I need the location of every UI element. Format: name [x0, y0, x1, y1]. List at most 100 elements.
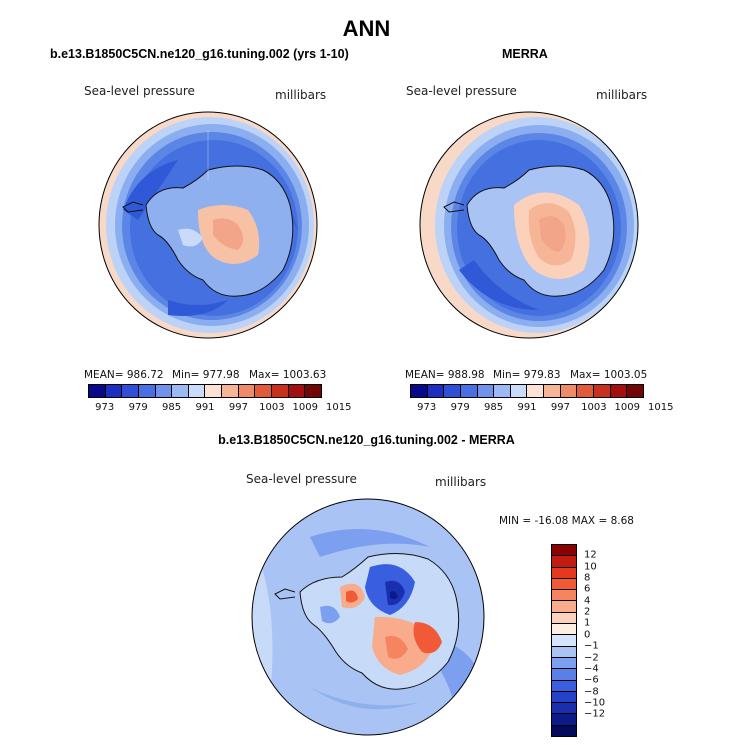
panel-3-minmax: MIN = -16.08 MAX = 8.68 — [499, 515, 634, 527]
panel-2-colorbar-ticks: 973 979 985 991 997 1003 1009 1015 — [410, 402, 673, 416]
colorbar-swatch — [510, 385, 528, 397]
colorbar-swatch — [255, 385, 273, 397]
colorbar-swatch — [138, 385, 156, 397]
colorbar-swatch — [155, 385, 173, 397]
colorbar-tick-label: 12 — [584, 549, 597, 561]
colorbar-tick-label: 985 — [162, 402, 182, 413]
colorbar-tick-label: 1 — [584, 617, 591, 629]
panel-2-title: MERRA — [502, 47, 548, 61]
colorbar-swatch — [552, 657, 576, 670]
colorbar-swatch — [105, 385, 123, 397]
panel-2-colorbar — [410, 384, 644, 398]
panel-1-map — [98, 111, 318, 339]
colorbar-swatch — [552, 646, 576, 658]
colorbar-swatch — [552, 703, 576, 715]
panel-2-units-label: millibars — [596, 88, 648, 102]
colorbar-swatch — [552, 624, 576, 636]
colorbar-swatch — [89, 385, 106, 397]
panel-2-min: Min= 979.83 — [493, 369, 561, 381]
colorbar-swatch — [205, 385, 223, 397]
colorbar-tick-label: 979 — [450, 402, 470, 413]
colorbar-swatch — [552, 635, 576, 647]
panel-1-min: Min= 977.98 — [172, 369, 240, 381]
colorbar-tick-label: −4 — [584, 663, 599, 675]
panel-1-units-label: millibars — [275, 88, 327, 102]
figure-title: ANN — [342, 16, 391, 41]
colorbar-swatch — [305, 385, 321, 397]
colorbar-swatch — [552, 590, 576, 602]
colorbar-swatch — [172, 385, 189, 397]
colorbar-tick-label: 0 — [584, 629, 591, 641]
colorbar-swatch — [444, 385, 461, 397]
panel-2-mean: MEAN= 988.98 — [405, 369, 485, 381]
colorbar-tick-label: 8 — [584, 572, 591, 584]
colorbar-swatch — [272, 385, 289, 397]
colorbar-swatch — [610, 385, 628, 397]
colorbar-swatch — [552, 567, 576, 579]
colorbar-tick-label: 10 — [584, 561, 597, 573]
colorbar-swatch — [494, 385, 511, 397]
colorbar-tick-label: 979 — [128, 402, 148, 413]
panel-3-variable-label: Sea-level pressure — [246, 472, 357, 486]
colorbar-tick-label: 997 — [550, 402, 570, 413]
colorbar-tick-label: −12 — [584, 708, 606, 720]
colorbar-tick-label: 1009 — [292, 402, 319, 413]
colorbar-tick-label: −8 — [584, 686, 599, 698]
panel-2-max: Max= 1003.05 — [570, 369, 648, 381]
panel-3-title: b.e13.B1850C5CN.ne120_g16.tuning.002 - M… — [218, 433, 515, 447]
colorbar-tick-label: 1003 — [581, 402, 607, 413]
panel-2-map — [419, 111, 639, 339]
panel-2-variable-label: Sea-level pressure — [406, 84, 517, 98]
panel-1-mean: MEAN= 986.72 — [84, 369, 164, 381]
colorbar-swatch — [552, 680, 576, 692]
panel-1-colorbar — [88, 384, 322, 398]
colorbar-swatch — [552, 612, 576, 625]
colorbar-tick-label: 2 — [584, 606, 591, 618]
colorbar-swatch — [552, 714, 576, 726]
colorbar-tick-label: 1015 — [325, 402, 352, 413]
colorbar-swatch — [552, 545, 576, 557]
colorbar-tick-label: 991 — [195, 402, 215, 413]
colorbar-swatch — [427, 385, 445, 397]
colorbar-swatch — [552, 601, 576, 613]
panel-1-title: b.e13.B1850C5CN.ne120_g16.tuning.002 (yr… — [50, 47, 349, 61]
colorbar-tick-label: −2 — [584, 652, 599, 664]
colorbar-tick-label: 991 — [517, 402, 537, 413]
colorbar-tick-label: −10 — [584, 697, 606, 709]
colorbar-swatch — [188, 385, 206, 397]
panel-3-colorbar — [551, 544, 577, 737]
colorbar-tick-label: 973 — [95, 402, 115, 413]
panel-1-colorbar-ticks: 973 979 985 991 997 1003 1009 1015 — [88, 402, 351, 416]
colorbar-swatch — [477, 385, 495, 397]
colorbar-swatch — [411, 385, 428, 397]
colorbar-swatch — [460, 385, 478, 397]
colorbar-tick-label: −6 — [584, 674, 599, 686]
colorbar-swatch — [222, 385, 239, 397]
colorbar-tick-label: 1009 — [614, 402, 641, 413]
colorbar-tick-label: −1 — [584, 640, 599, 652]
panel-3-colorbar-ticks: 12 10 8 6 4 2 1 0 −1 −2 −4 −6 −8 −10 −12 — [584, 544, 624, 737]
colorbar-swatch — [577, 385, 595, 397]
colorbar-swatch — [527, 385, 545, 397]
colorbar-tick-label: 985 — [484, 402, 504, 413]
colorbar-swatch — [552, 691, 576, 704]
colorbar-swatch — [288, 385, 306, 397]
colorbar-swatch — [238, 385, 256, 397]
colorbar-tick-label: 1003 — [259, 402, 285, 413]
colorbar-tick-label: 973 — [417, 402, 437, 413]
colorbar-swatch — [544, 385, 561, 397]
colorbar-swatch — [122, 385, 139, 397]
colorbar-swatch — [594, 385, 611, 397]
colorbar-tick-label: 997 — [228, 402, 248, 413]
colorbar-tick-label: 6 — [584, 583, 591, 595]
colorbar-swatch — [560, 385, 578, 397]
panel-1-variable-label: Sea-level pressure — [84, 84, 195, 98]
colorbar-swatch — [627, 385, 643, 397]
panel-1-max: Max= 1003.63 — [249, 369, 327, 381]
colorbar-swatch — [552, 669, 576, 681]
colorbar-swatch — [552, 578, 576, 591]
colorbar-tick-label: 1015 — [647, 402, 674, 413]
colorbar-tick-label: 4 — [584, 595, 591, 607]
colorbar-swatch — [552, 725, 576, 737]
colorbar-swatch — [552, 556, 576, 568]
